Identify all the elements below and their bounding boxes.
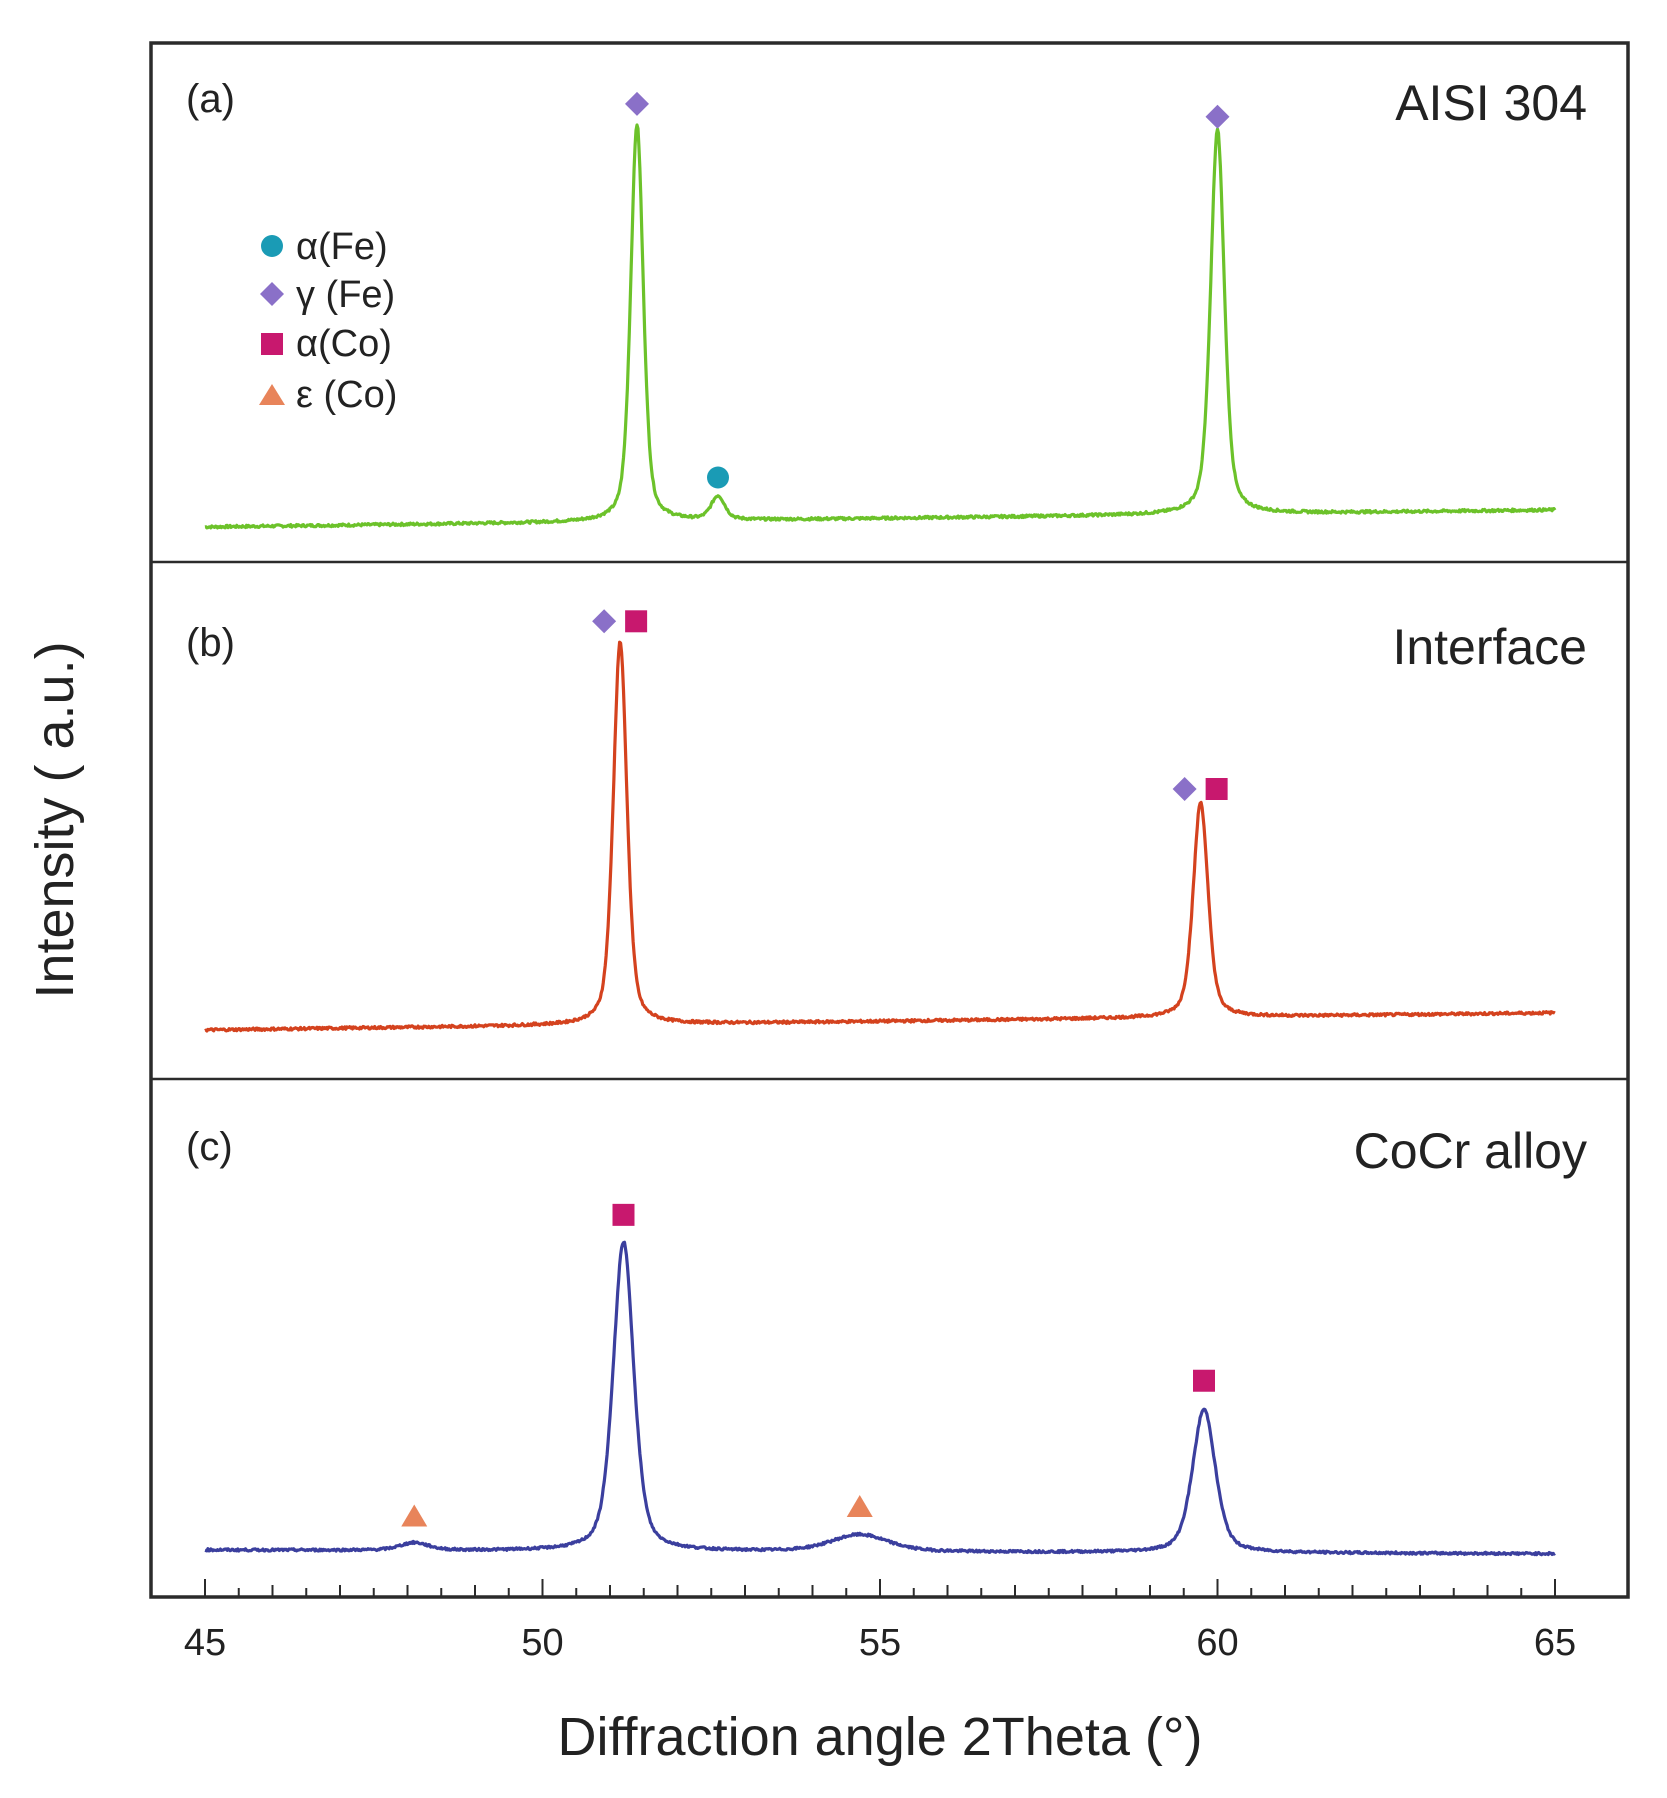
x-tick-label: 60	[1196, 1622, 1238, 1664]
peak-marker-epsilon-co-2-2	[846, 1495, 873, 1518]
x-tick-label: 45	[184, 1622, 226, 1664]
peak-marker-alpha-co-2-3	[1193, 1369, 1215, 1392]
x-axis: 45 50 55 60 65	[184, 1579, 1576, 1664]
alpha-fe-marker-icon	[261, 235, 283, 257]
legend-label-gamma-fe: γ (Fe)	[296, 274, 395, 316]
x-axis-label: Diffraction angle 2Theta (°)	[558, 1707, 1203, 1767]
series-line-c	[204, 1240, 1556, 1557]
plot-frame	[149, 41, 1630, 1599]
legend-label-epsilon-co: ε (Co)	[296, 374, 397, 416]
alpha-co-marker-icon	[261, 333, 283, 355]
panel-c: (c) CoCr alloy	[186, 1123, 1587, 1557]
x-tick-label: 55	[859, 1622, 901, 1664]
legend-label-alpha-co: α(Co)	[296, 323, 392, 365]
x-axis-tick-labels: 45 50 55 60 65	[184, 1622, 1576, 1664]
peak-marker-alpha-co-2-1	[612, 1203, 635, 1226]
legend-label-alpha-fe: α(Fe)	[296, 226, 388, 268]
legend-item-alpha-co: α(Co)	[261, 323, 392, 365]
peak-marker-alpha-fe-0-1	[707, 466, 729, 489]
peak-marker-gamma-fe-1-0	[592, 609, 617, 634]
legend-item-gamma-fe: γ (Fe)	[260, 274, 395, 316]
panel-b-title: Interface	[1392, 619, 1587, 675]
peak-markers-a	[625, 91, 1230, 489]
panel-c-letter: (c)	[186, 1125, 233, 1169]
panel-c-title: CoCr alloy	[1354, 1123, 1587, 1179]
peak-marker-gamma-fe-0-2	[1205, 104, 1230, 129]
panel-a-letter: (a)	[186, 77, 235, 121]
peak-marker-alpha-co-1-1	[1205, 778, 1228, 800]
peak-marker-epsilon-co-2-0	[401, 1504, 428, 1527]
panel-b-letter: (b)	[186, 621, 235, 665]
x-tick-label: 65	[1534, 1622, 1576, 1664]
x-tick-label: 50	[521, 1622, 563, 1664]
peak-markers-b	[592, 609, 1228, 801]
series-line-b	[204, 640, 1556, 1033]
series-line-a	[204, 123, 1557, 530]
peak-marker-gamma-fe-1-1	[1172, 777, 1197, 801]
x-axis-ticks	[204, 1579, 1556, 1597]
epsilon-co-marker-icon	[259, 384, 285, 405]
y-axis-label: Intensity ( a.u.)	[25, 641, 85, 998]
peak-marker-alpha-co-1-0	[625, 610, 648, 633]
legend-item-alpha-fe: α(Fe)	[261, 226, 388, 268]
legend-item-epsilon-co: ε (Co)	[259, 374, 397, 416]
panel-a-title: AISI 304	[1395, 75, 1587, 131]
gamma-fe-marker-icon	[260, 282, 284, 306]
peak-markers-c	[401, 1203, 1215, 1527]
panel-a: (a) AISI 304	[186, 75, 1587, 530]
legend: α(Fe) γ (Fe) α(Co) ε (Co)	[259, 226, 397, 416]
panel-b: (b) Interface	[186, 609, 1587, 1033]
peak-marker-gamma-fe-0-0	[625, 91, 649, 116]
